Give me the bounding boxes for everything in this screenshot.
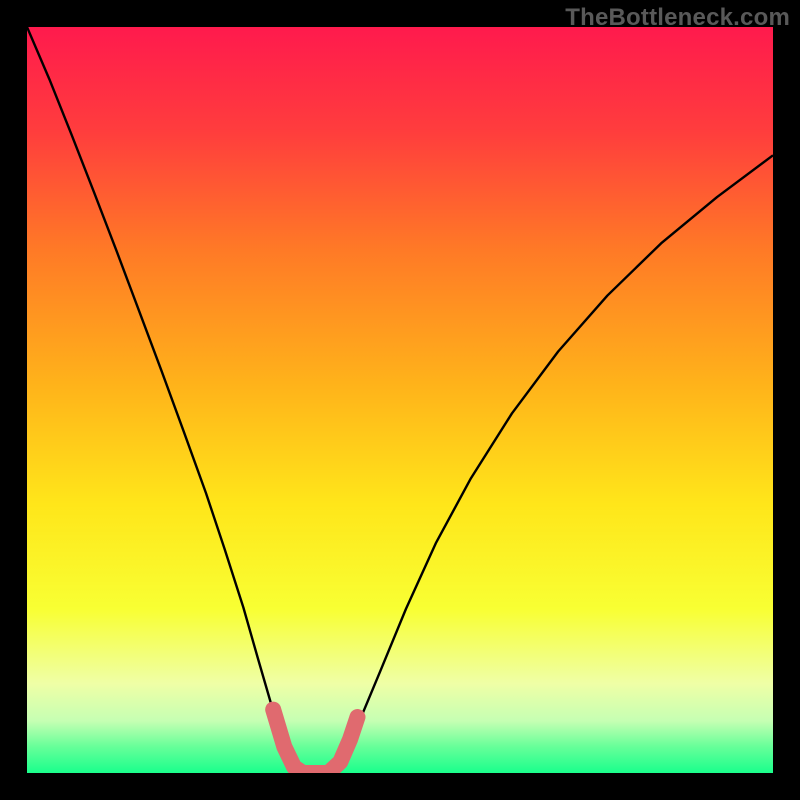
plot-area	[27, 27, 773, 773]
chart-frame: TheBottleneck.com	[0, 0, 800, 800]
watermark-text: TheBottleneck.com	[565, 4, 790, 32]
plot-svg	[27, 27, 773, 773]
plot-background	[27, 27, 773, 773]
